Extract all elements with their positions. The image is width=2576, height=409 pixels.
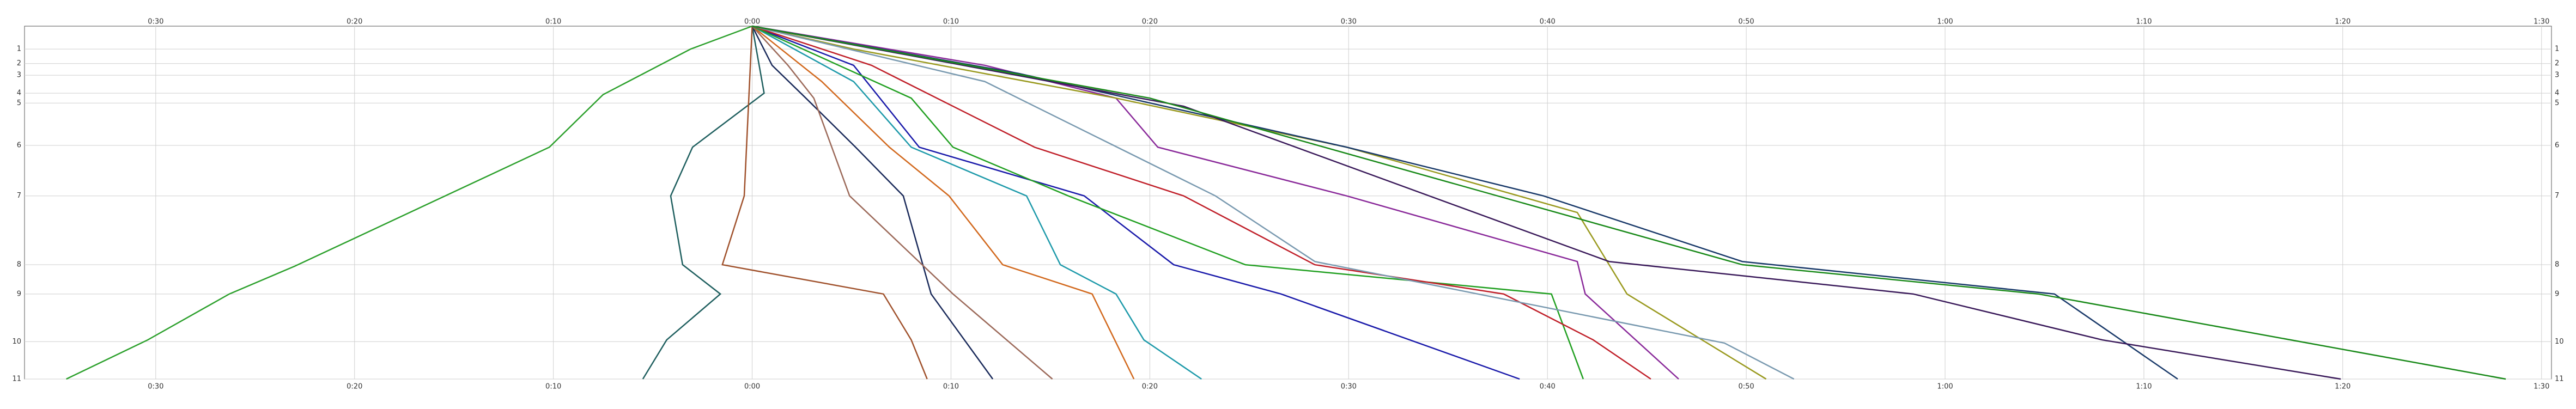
- x-tick-label: 1:10: [2136, 383, 2152, 391]
- y-tick-label: 1: [17, 45, 21, 53]
- y-tick-label: 3: [17, 71, 21, 80]
- y-tick-label: 9: [17, 290, 21, 298]
- series-line: [752, 25, 2341, 380]
- series-line: [752, 25, 1520, 380]
- y-tick-label: 8: [17, 261, 21, 269]
- y-tick-label: 7: [17, 192, 21, 200]
- y-tick-label: 3: [2555, 71, 2559, 80]
- y-tick-label: 5: [2555, 99, 2559, 107]
- series-line: [752, 25, 1795, 380]
- series-line: [751, 25, 1202, 380]
- x-tick-label: 0:50: [1739, 18, 1754, 26]
- x-tick-label: 1:20: [2335, 18, 2350, 26]
- y-tick-label: 2: [17, 59, 21, 68]
- y-tick-label: 11: [2555, 375, 2564, 383]
- x-tick-label: 0:00: [744, 18, 760, 26]
- series-line: [721, 26, 928, 380]
- y-tick-label: 11: [12, 375, 21, 383]
- series-line: [752, 25, 1651, 380]
- x-tick-label: 1:00: [1937, 18, 1953, 26]
- y-tick-label: 4: [17, 89, 21, 97]
- series-line: [752, 25, 1584, 380]
- x-tick-label: 1:30: [2534, 18, 2549, 26]
- x-tick-label: 0:40: [1540, 18, 1556, 26]
- x-tick-label: 0:30: [1341, 18, 1357, 26]
- x-tick-label: 0:20: [347, 383, 362, 391]
- y-tick-label: 8: [2555, 261, 2559, 269]
- y-tick-label: 10: [2555, 338, 2564, 346]
- series-line: [751, 26, 1053, 380]
- x-tick-label: 1:10: [2136, 18, 2152, 26]
- y-tick-label: 9: [2555, 290, 2559, 298]
- series-line: [642, 26, 765, 380]
- x-tick-label: 1:30: [2534, 383, 2549, 391]
- x-tick-label: 0:20: [347, 18, 362, 26]
- x-tick-label: 0:30: [1341, 383, 1357, 391]
- x-tick-label: 0:40: [1540, 383, 1556, 391]
- series-line: [66, 25, 753, 380]
- x-tick-label: 0:10: [943, 383, 959, 391]
- series-line: [752, 25, 2178, 380]
- y-tick-label: 7: [2555, 192, 2559, 200]
- x-tick-label: 1:20: [2335, 383, 2350, 391]
- series-line: [751, 26, 994, 380]
- y-tick-label: 2: [2555, 59, 2559, 68]
- x-tick-label: 0:50: [1739, 383, 1754, 391]
- x-tick-label: 0:30: [148, 18, 163, 26]
- y-tick-label: 1: [2555, 45, 2559, 53]
- x-tick-label: 0:20: [1142, 18, 1158, 26]
- y-tick-label: 10: [12, 338, 21, 346]
- series-line: [752, 25, 2506, 380]
- x-tick-label: 0:10: [545, 18, 561, 26]
- y-tick-label: 5: [17, 99, 21, 107]
- x-tick-label: 0:10: [545, 383, 561, 391]
- x-tick-label: 1:00: [1937, 383, 1953, 391]
- plot-area: [24, 26, 2552, 380]
- y-tick-label: 4: [2555, 89, 2559, 97]
- series-line: [751, 26, 1135, 380]
- y-tick-label: 6: [17, 142, 21, 150]
- series-line: [752, 25, 1679, 380]
- x-tick-label: 0:10: [943, 18, 959, 26]
- series-line: [752, 25, 1767, 380]
- x-tick-label: 0:20: [1142, 383, 1158, 391]
- x-tick-label: 0:30: [148, 383, 163, 391]
- y-tick-label: 6: [2555, 142, 2559, 150]
- x-tick-label: 0:00: [744, 383, 760, 391]
